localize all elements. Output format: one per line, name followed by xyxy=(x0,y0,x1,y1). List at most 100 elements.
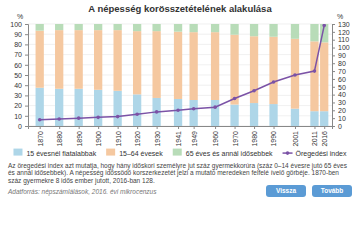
tick: 1960 xyxy=(212,126,219,147)
bar xyxy=(250,36,258,103)
tick-mark xyxy=(178,126,179,129)
tick: 1990 xyxy=(270,126,277,147)
tick-mark xyxy=(332,55,335,56)
bar xyxy=(250,103,258,126)
tick-label: 1880 xyxy=(56,131,63,147)
tick-mark xyxy=(332,102,335,103)
tick: 90 xyxy=(14,31,28,38)
point xyxy=(233,97,237,101)
line xyxy=(40,26,325,120)
bar xyxy=(94,30,102,90)
tick: 70 xyxy=(14,51,28,58)
tick-mark xyxy=(118,126,119,129)
tick: 30 xyxy=(14,92,28,99)
axis: 0102030405060708090100 xyxy=(10,21,28,130)
tick-mark xyxy=(314,126,315,129)
note: Az öregedési index azt mutatja, hogy hán… xyxy=(8,162,348,186)
tick: 40 xyxy=(332,91,346,98)
bar xyxy=(55,30,63,89)
bar-series xyxy=(36,24,329,42)
point xyxy=(135,112,139,116)
tick: 1941 xyxy=(175,126,182,147)
bar xyxy=(133,94,141,126)
tick-mark xyxy=(25,65,28,66)
tick-label: 40 xyxy=(14,82,22,89)
bar xyxy=(211,24,219,32)
legend-item: Öregedési index xyxy=(283,150,347,158)
tick-mark xyxy=(157,126,158,129)
tick-label: 0 xyxy=(338,123,342,130)
legend-swatch xyxy=(173,149,182,156)
tick: 1980 xyxy=(251,126,258,147)
point xyxy=(293,73,297,77)
bar xyxy=(36,31,44,88)
button-label[interactable]: Vissza xyxy=(276,187,297,194)
button-shape[interactable] xyxy=(312,185,352,197)
tick: 1870 xyxy=(37,126,44,147)
button[interactable]: Vissza xyxy=(266,185,306,197)
bar xyxy=(114,91,122,126)
legend-swatch xyxy=(286,151,290,155)
tick-mark xyxy=(332,32,335,33)
tick-mark xyxy=(25,24,28,25)
tick-label: 10 xyxy=(14,113,22,120)
tick-label: 1930 xyxy=(154,131,161,147)
bar xyxy=(211,100,219,126)
legend-item: 15–64 évesek xyxy=(106,149,163,157)
point xyxy=(176,109,180,113)
tick-mark xyxy=(332,71,335,72)
tick-label: 90 xyxy=(338,52,346,59)
tick-mark xyxy=(25,116,28,117)
tick-label: 0 xyxy=(18,123,22,130)
tick: 50 xyxy=(14,72,28,79)
tick-label: 1980 xyxy=(251,131,258,147)
tick-mark xyxy=(25,34,28,35)
point xyxy=(57,117,61,121)
tick-mark xyxy=(332,110,335,111)
tick-mark xyxy=(332,48,335,49)
button-shape[interactable] xyxy=(266,185,306,197)
bar xyxy=(174,32,182,99)
bar xyxy=(75,24,83,30)
tick-mark xyxy=(194,126,195,129)
bar xyxy=(174,99,182,126)
tick: 40 xyxy=(14,82,28,89)
tick-label: 20 xyxy=(338,107,346,114)
bar xyxy=(133,24,141,31)
tick-mark xyxy=(332,95,335,96)
bar xyxy=(55,24,63,30)
axis-line xyxy=(25,25,29,127)
bar xyxy=(190,32,198,100)
bar xyxy=(310,111,318,126)
tick-mark xyxy=(25,75,28,76)
tick-label: 110 xyxy=(338,36,349,43)
bar xyxy=(114,30,122,91)
tick-label: 70 xyxy=(14,51,22,58)
tick-mark xyxy=(25,85,28,86)
tick-label: 10 xyxy=(338,115,346,122)
tick-mark xyxy=(332,40,335,41)
bar xyxy=(269,37,277,104)
tick-label: 90 xyxy=(14,31,22,38)
button-label[interactable]: Tovább xyxy=(321,187,344,194)
tick: 2001 xyxy=(292,126,299,147)
button[interactable]: Tovább xyxy=(312,185,352,197)
tick: 130 xyxy=(332,21,350,28)
tick-label: 1890 xyxy=(76,131,83,147)
tick-label: 80 xyxy=(14,41,22,48)
bar xyxy=(174,24,182,32)
bar xyxy=(152,31,160,98)
tick-mark xyxy=(79,126,80,129)
tick-mark xyxy=(25,106,28,107)
bar xyxy=(310,24,318,41)
tick-mark xyxy=(25,44,28,45)
tick-label: 30 xyxy=(338,99,346,106)
tick: 30 xyxy=(332,99,346,106)
tick: 1900 xyxy=(95,126,102,147)
tick-mark xyxy=(215,126,216,129)
bar xyxy=(320,42,328,111)
legend-item: 15 évesnél fiatalabbak xyxy=(13,149,96,157)
tick: 20 xyxy=(332,107,346,114)
tick: 60 xyxy=(14,62,28,69)
legend-label: 65 éves és annál idősebbek xyxy=(186,150,273,157)
